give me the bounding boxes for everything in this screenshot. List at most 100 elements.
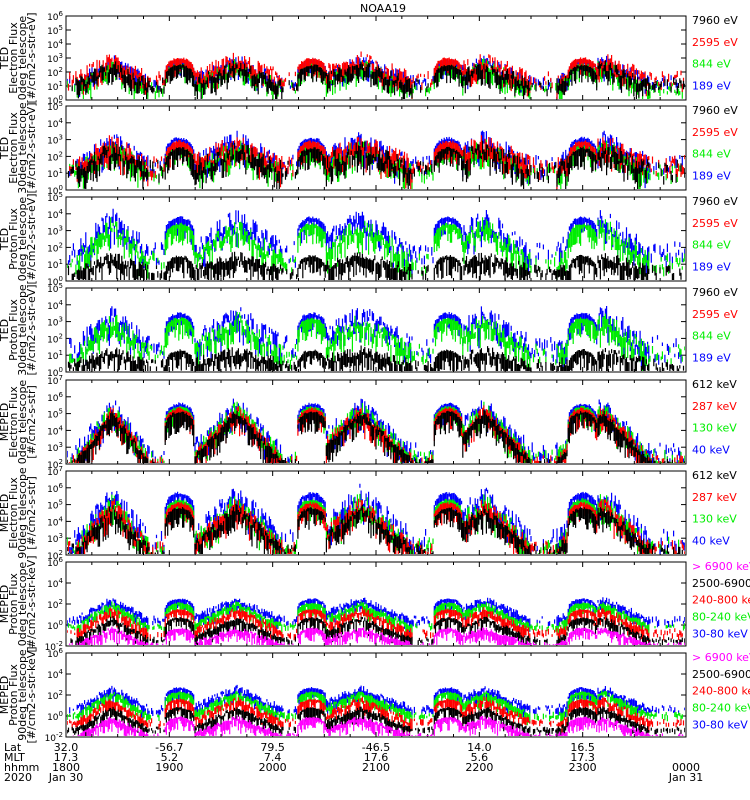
- y-tick-label: 105: [47, 24, 63, 37]
- y-tick-exp: 4: [59, 515, 64, 523]
- time-axis-tick-label: 14.0: [467, 741, 492, 754]
- data-traces: [67, 597, 685, 645]
- y-tick-base: 10: [47, 352, 59, 362]
- series-30-80-keV: [69, 684, 685, 721]
- y-tick-base: 10: [47, 461, 59, 471]
- legend-entry: 240-800 keV: [692, 685, 750, 698]
- data-traces: [67, 51, 685, 99]
- y-tick-exp: 3: [59, 52, 63, 60]
- data-traces: [67, 130, 685, 189]
- y-axis-label-line: TED: [0, 137, 11, 160]
- series-844-eV: [69, 312, 685, 371]
- time-axis-row-label: Lat: [4, 741, 22, 754]
- y-tick-base: 10: [47, 411, 59, 421]
- series-marks: [67, 706, 685, 736]
- y-tick-base: 10: [47, 278, 59, 288]
- y-tick-label: 102: [47, 458, 63, 471]
- legend-entry: 40 keV: [692, 443, 730, 456]
- y-tick-label: 102: [47, 549, 63, 562]
- y-axis-label-line: [#/cm2-s-str]: [25, 476, 38, 550]
- y-tick-base: 10: [47, 137, 59, 147]
- y-tick-exp: 5: [59, 282, 63, 290]
- y-tick-label: 106: [47, 10, 63, 23]
- y-tick-base: 10: [47, 69, 59, 79]
- y-tick-label: 105: [47, 100, 63, 113]
- y-tick-base: 10: [47, 580, 59, 590]
- y-axis-label-line: MEPED: [0, 403, 11, 442]
- y-tick-base: 10: [47, 285, 59, 295]
- legend-entry: > 6900 keV: [692, 560, 750, 573]
- time-axis-tick-label: 32.0: [54, 741, 79, 754]
- y-tick-base: 10: [47, 518, 59, 528]
- series-marks: [72, 715, 685, 736]
- y-tick-base: 10: [47, 27, 59, 37]
- y-tick-base: 10: [47, 394, 59, 404]
- y-tick-label: 100: [47, 275, 63, 288]
- y-tick-label: 100: [47, 366, 63, 379]
- series-marks: [67, 409, 685, 463]
- y-tick-label: 105: [47, 499, 63, 512]
- y-tick-exp: 5: [59, 499, 63, 507]
- y-tick-label: 105: [47, 282, 63, 295]
- y-tick-base: 10: [47, 622, 59, 632]
- data-traces: [67, 306, 685, 371]
- y-tick-base: 10: [47, 468, 59, 478]
- y-tick-exp: 3: [59, 316, 63, 324]
- time-axis-tick-label: 2200: [465, 761, 493, 774]
- series-7960-eV: [67, 345, 685, 371]
- y-tick-exp: 5: [59, 24, 63, 32]
- legend-entry: 2595 eV: [692, 126, 738, 139]
- y-tick-base: 10: [47, 228, 59, 238]
- y-tick-exp: 6: [59, 391, 64, 399]
- y-axis-label-line: [#/cm2-s-str-eV]: [25, 193, 38, 284]
- y-tick-exp: 5: [59, 408, 63, 416]
- series-marks: [70, 616, 685, 645]
- y-tick-exp: 4: [59, 208, 64, 216]
- y-tick-label: 100: [47, 710, 63, 723]
- y-tick-label: 10-2: [45, 640, 63, 653]
- y-tick-base: 10: [47, 55, 59, 65]
- y-tick-label: 101: [47, 167, 63, 180]
- time-axis-tick-label: 1900: [155, 761, 183, 774]
- legend-entry: 40 keV: [692, 534, 730, 547]
- time-axis-tick-label: 2300: [569, 761, 597, 774]
- time-axis-tick-label: -46.5: [362, 741, 390, 754]
- legend-entry: 80-240 keV: [692, 701, 750, 714]
- y-tick-label: 104: [47, 299, 63, 312]
- legend-entry: 287 keV: [692, 491, 737, 504]
- y-tick-exp: 3: [59, 225, 63, 233]
- series--6900-keV: [69, 626, 685, 645]
- y-tick-base: 10: [45, 734, 57, 744]
- y-tick-label: 101: [47, 349, 63, 362]
- legend-entry: 2595 eV: [692, 308, 738, 321]
- y-tick-label: 107: [47, 465, 63, 478]
- y-tick-exp: 1: [59, 349, 63, 357]
- legend-entry: 7960 eV: [692, 14, 738, 27]
- legend-entry: 189 eV: [692, 169, 731, 182]
- time-axis-tick-label: 79.5: [260, 741, 285, 754]
- y-tick-base: 10: [47, 13, 59, 23]
- legend-entry: 844 eV: [692, 239, 731, 252]
- time-axis-row-label: 2020: [4, 771, 32, 784]
- data-traces: [67, 208, 685, 280]
- figure-title: NOAA19: [360, 2, 406, 15]
- time-axis-tick-label: 5.2: [161, 751, 179, 764]
- series-7960-eV: [67, 251, 682, 280]
- legend-entry: 844 eV: [692, 58, 731, 71]
- y-axis-label-line: TED: [0, 228, 11, 251]
- y-axis-label-line: 30deg telescope: [16, 284, 29, 376]
- series-844-eV: [67, 217, 685, 280]
- y-tick-base: 10: [45, 643, 57, 653]
- y-tick-base: 10: [47, 194, 59, 204]
- y-tick-exp: 4: [59, 299, 64, 307]
- y-tick-base: 10: [47, 244, 59, 254]
- y-tick-label: 103: [47, 52, 63, 65]
- y-axis-label-line: TED: [0, 47, 11, 70]
- y-tick-label: 104: [47, 208, 63, 221]
- y-tick-label: 103: [47, 225, 63, 238]
- y-tick-label: 107: [47, 374, 63, 387]
- y-tick-base: 10: [47, 261, 59, 271]
